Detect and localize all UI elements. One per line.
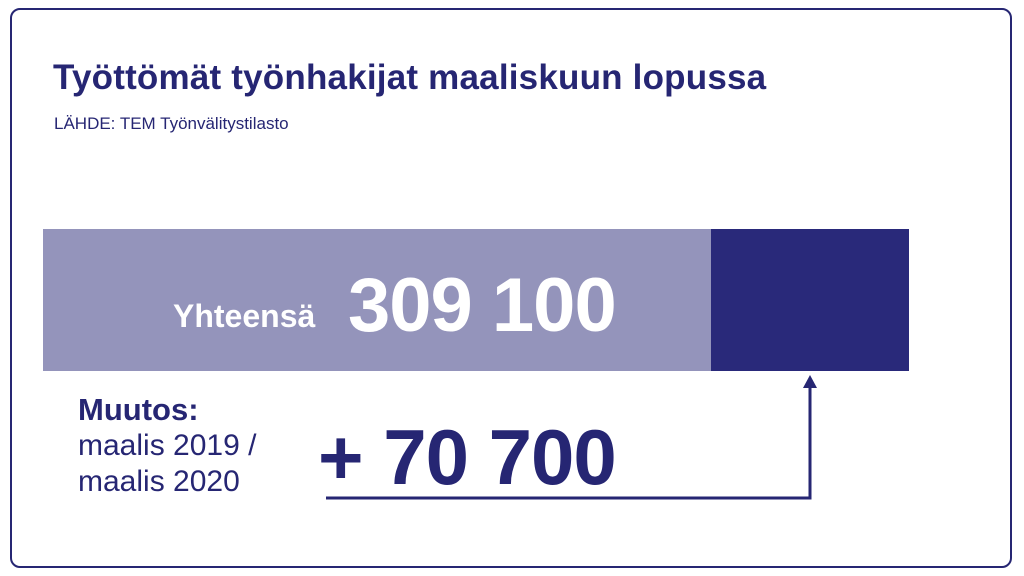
change-period: maalis 2019 / maalis 2020 (78, 428, 256, 500)
total-value: 309 100 (348, 263, 617, 348)
chart-title: Työttömät työnhakijat maaliskuun lopussa (53, 58, 767, 97)
chart-source: LÄHDE: TEM Työnvälitystilasto (54, 114, 289, 133)
change-heading: Muutos: (78, 392, 199, 427)
total-label: Yhteensä (173, 298, 316, 334)
bar-total-segment (43, 229, 711, 371)
bar-change-segment (711, 229, 909, 371)
change-period-line1: maalis 2019 / (78, 429, 257, 462)
change-value: + 70 700 (318, 413, 617, 501)
change-period-line2: maalis 2020 (78, 465, 240, 498)
